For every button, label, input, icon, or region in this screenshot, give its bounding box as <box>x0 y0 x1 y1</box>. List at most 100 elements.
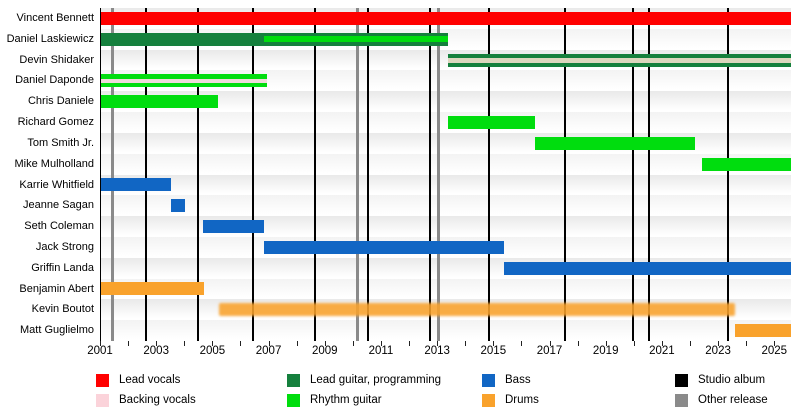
studio-album-swatch <box>675 374 688 387</box>
plot-area <box>100 8 791 341</box>
year-label: 2009 <box>311 345 338 357</box>
row-band <box>101 320 791 341</box>
year-label: 2015 <box>480 345 507 357</box>
member-bar <box>101 74 267 88</box>
member-label: Daniel Daponde <box>15 74 94 87</box>
year-tick <box>409 341 411 346</box>
year-label: 2001 <box>87 345 113 357</box>
year-tick <box>633 341 635 346</box>
year-tick <box>718 341 720 346</box>
legend: Lead vocals Backing vocals Lead guitar, pr… <box>0 374 800 418</box>
year-label: 2025 <box>761 345 788 357</box>
legend-label: Other release <box>698 394 768 406</box>
legend-label: Lead vocals <box>119 374 181 386</box>
member-bar <box>447 115 536 129</box>
legend-label: Rhythm guitar <box>310 394 382 406</box>
studio-album-line <box>144 8 147 341</box>
year-tick <box>521 341 523 346</box>
year-tick <box>746 341 748 346</box>
year-label: 2021 <box>649 345 675 357</box>
member-label: Griffin Landa <box>31 261 94 274</box>
year-tick <box>774 341 776 346</box>
studio-album-line <box>726 8 729 341</box>
member-label: Jeanne Sagan <box>23 199 94 212</box>
year-tick <box>437 341 439 346</box>
member-bar <box>504 261 791 275</box>
year-tick <box>240 341 242 346</box>
year-tick <box>605 341 607 346</box>
member-label: Seth Coleman <box>24 220 94 233</box>
studio-album-line <box>428 8 431 341</box>
year-tick <box>128 341 130 346</box>
studio-album-line <box>366 8 369 341</box>
member-label: Kevin Boutot <box>31 303 94 316</box>
studio-album-line <box>196 8 199 341</box>
year-tick <box>577 341 579 346</box>
bar-stripe <box>447 57 791 63</box>
row-band <box>101 195 791 217</box>
year-label: 2013 <box>424 345 450 357</box>
row-band <box>101 91 791 113</box>
member-label: Chris Daniele <box>27 95 94 108</box>
row-band <box>101 70 791 92</box>
year-label: 2011 <box>368 345 394 357</box>
year-label: 2019 <box>592 345 619 357</box>
year-tick <box>156 341 158 346</box>
year-tick <box>324 341 326 346</box>
year-tick <box>268 341 270 346</box>
member-bar <box>101 11 791 25</box>
studio-album-line <box>251 8 254 341</box>
legend-label: Bass <box>505 374 531 386</box>
year-tick <box>465 341 467 346</box>
member-label: Karrie Whitfield <box>19 178 94 191</box>
row-band <box>101 174 791 196</box>
member-bar <box>535 136 696 150</box>
year-label: 2007 <box>255 345 282 357</box>
bass-swatch <box>482 374 495 387</box>
studio-album-line <box>647 8 650 341</box>
row-band <box>101 278 791 300</box>
drums-swatch <box>482 394 495 407</box>
studio-album-line <box>563 8 566 341</box>
other-release-line <box>355 8 359 341</box>
year-label: 2017 <box>536 345 563 357</box>
year-tick <box>661 341 663 346</box>
member-label: Daniel Laskiewicz <box>6 32 94 45</box>
other-release-line <box>437 8 441 341</box>
year-label: 2003 <box>143 345 169 357</box>
member-bar <box>734 324 791 338</box>
studio-album-line <box>313 8 316 341</box>
year-tick <box>549 341 551 346</box>
member-bar <box>101 95 218 109</box>
member-bar <box>202 220 264 234</box>
member-bar <box>263 240 505 254</box>
member-label: Richard Gomez <box>17 116 94 129</box>
row-band <box>101 112 791 133</box>
year-tick <box>689 341 691 346</box>
other-release-swatch <box>675 394 688 407</box>
bar-stripe <box>263 36 448 43</box>
legend-label: Drums <box>505 394 539 406</box>
member-label: Benjamin Abert <box>19 282 94 295</box>
year-label: 2005 <box>199 345 226 357</box>
legend-label: Lead guitar, programming <box>310 374 442 386</box>
row-band <box>101 216 791 237</box>
member-bar <box>702 157 791 171</box>
year-tick <box>380 341 382 346</box>
row-band <box>101 153 791 175</box>
year-tick <box>100 341 101 346</box>
member-label: Mike Mulholland <box>14 157 94 170</box>
member-bar <box>101 178 172 192</box>
member-bar <box>101 32 448 46</box>
member-bar <box>171 199 186 213</box>
year-tick <box>493 341 495 346</box>
member-label: Devin Shidaker <box>19 53 94 66</box>
year-tick <box>296 341 298 346</box>
lead-guitar-swatch <box>287 374 300 387</box>
bar-stripe <box>101 78 267 83</box>
member-label: Jack Strong <box>35 240 94 253</box>
backing-vocals-swatch <box>96 394 109 407</box>
year-tick <box>212 341 214 346</box>
studio-album-line <box>632 8 635 341</box>
other-release-line <box>111 8 115 341</box>
